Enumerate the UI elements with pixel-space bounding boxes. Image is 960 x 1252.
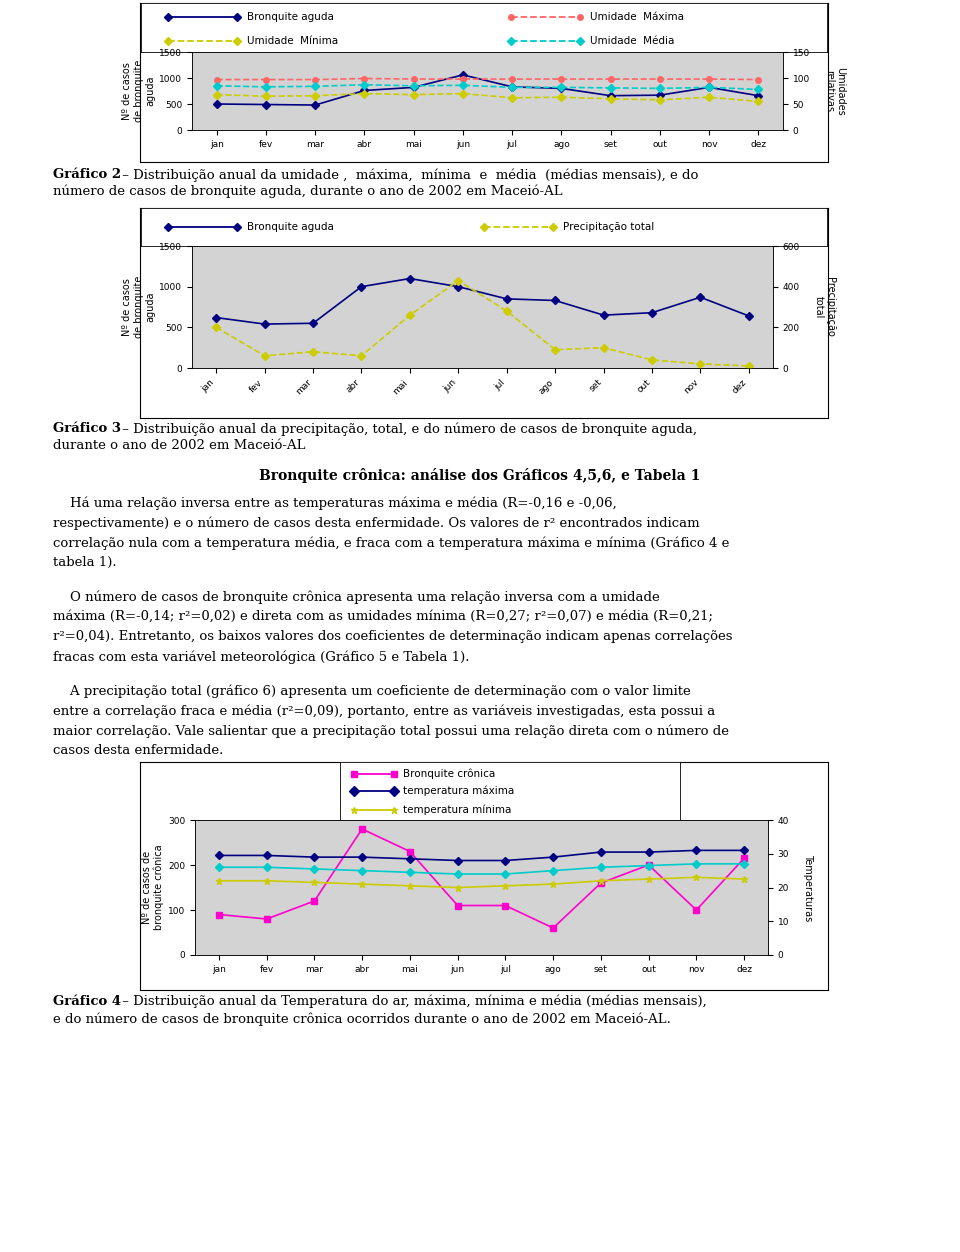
Text: – Distribuição anual da umidade ,  máxima,  mínima  e  média  (médias mensais), : – Distribuição anual da umidade , máxima… xyxy=(118,168,699,182)
Y-axis label: Precipitação
total: Precipitação total xyxy=(814,277,835,337)
Text: temperatura mínima: temperatura mínima xyxy=(403,804,512,815)
Y-axis label: Nº de casos
de bronquite
aguda: Nº de casos de bronquite aguda xyxy=(122,60,156,123)
Y-axis label: Nº de casos de
bronquite crônica: Nº de casos de bronquite crônica xyxy=(142,845,164,930)
Text: Bronquite crônica: análise dos Gráficos 4,5,6, e Tabela 1: Bronquite crônica: análise dos Gráficos … xyxy=(259,468,701,483)
Text: Gráfico 4: Gráfico 4 xyxy=(53,995,121,1008)
Text: Gráfico 3: Gráfico 3 xyxy=(53,422,121,434)
Text: Umidade  Média: Umidade Média xyxy=(590,36,675,46)
Text: casos desta enfermidade.: casos desta enfermidade. xyxy=(53,744,224,757)
Text: tabela 1).: tabela 1). xyxy=(53,556,116,568)
Text: maior correlação. Vale salientar que a precipitação total possui uma relação dir: maior correlação. Vale salientar que a p… xyxy=(53,724,729,737)
Text: O número de casos de bronquite crônica apresenta uma relação inversa com a umida: O número de casos de bronquite crônica a… xyxy=(53,590,660,603)
Text: durante o ano de 2002 em Maceió-AL: durante o ano de 2002 em Maceió-AL xyxy=(53,439,305,452)
Text: A precipitação total (gráfico 6) apresenta um coeficiente de determinação com o : A precipitação total (gráfico 6) apresen… xyxy=(53,684,691,697)
Text: respectivamente) e o número de casos desta enfermidade. Os valores de r² encontr: respectivamente) e o número de casos des… xyxy=(53,516,700,530)
Text: Precipitação total: Precipitação total xyxy=(563,222,654,232)
Text: Bronquite aguda: Bronquite aguda xyxy=(248,222,334,232)
Text: Umidade  Máxima: Umidade Máxima xyxy=(590,11,684,21)
Text: e do número de casos de bronquite crônica ocorridos durante o ano de 2002 em Mac: e do número de casos de bronquite crônic… xyxy=(53,1012,671,1025)
Y-axis label: Temperaturas: Temperaturas xyxy=(804,854,813,921)
Text: – Distribuição anual da Temperatura do ar, máxima, mínima e média (médias mensai: – Distribuição anual da Temperatura do a… xyxy=(118,995,707,1009)
Y-axis label: Umidades
relativas: Umidades relativas xyxy=(824,66,846,115)
Text: – Distribuição anual da precipitação, total, e do número de casos de bronquite a: – Distribuição anual da precipitação, to… xyxy=(118,422,697,436)
Text: correlação nula com a temperatura média, e fraca com a temperatura máxima e míni: correlação nula com a temperatura média,… xyxy=(53,536,730,550)
Text: temperatura máxima: temperatura máxima xyxy=(403,786,515,796)
Text: Umidade  Mínima: Umidade Mínima xyxy=(248,36,339,46)
Text: Bronquite aguda: Bronquite aguda xyxy=(248,11,334,21)
Text: máxima (R=-0,14; r²=0,02) e direta com as umidades mínima (R=0,27; r²=0,07) e mé: máxima (R=-0,14; r²=0,02) e direta com a… xyxy=(53,610,713,623)
Y-axis label: Nº de casos
de bronquite
aguda: Nº de casos de bronquite aguda xyxy=(122,275,156,338)
Text: fracas com esta variável meteorológica (Gráfico 5 e Tabela 1).: fracas com esta variável meteorológica (… xyxy=(53,650,469,664)
Text: Há uma relação inversa entre as temperaturas máxima e média (R=-0,16 e -0,06,: Há uma relação inversa entre as temperat… xyxy=(53,496,616,510)
Text: Bronquite crônica: Bronquite crônica xyxy=(403,769,495,779)
Text: entre a correlação fraca e média (r²=0,09), portanto, entre as variáveis investi: entre a correlação fraca e média (r²=0,0… xyxy=(53,704,715,717)
Text: número de casos de bronquite aguda, durante o ano de 2002 em Maceió-AL: número de casos de bronquite aguda, dura… xyxy=(53,185,563,199)
Text: Gráfico 2: Gráfico 2 xyxy=(53,168,121,182)
Text: r²=0,04). Entretanto, os baixos valores dos coeficientes de determinação indicam: r²=0,04). Entretanto, os baixos valores … xyxy=(53,630,732,644)
